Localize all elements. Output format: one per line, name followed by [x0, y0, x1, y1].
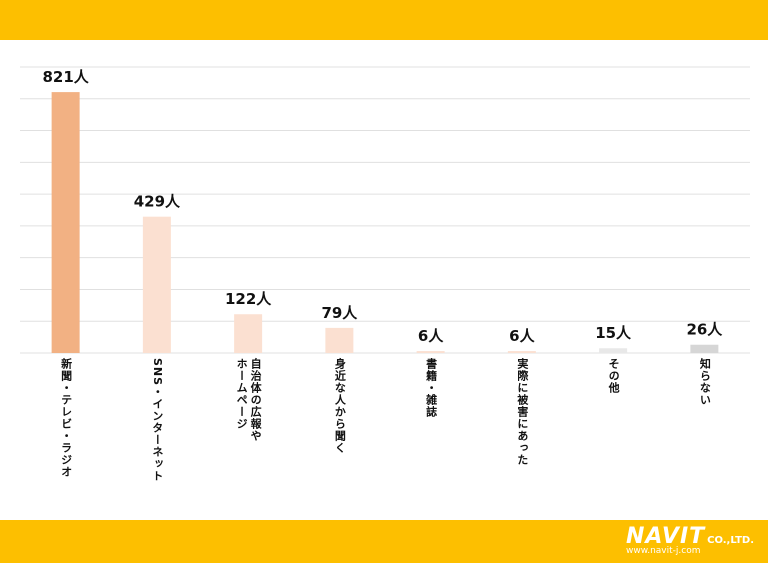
bar: [416, 351, 445, 353]
logo: NAVIT CO.,LTD. www.navit-j.com: [626, 524, 754, 556]
value-label: 122人: [225, 290, 272, 308]
bar: [142, 216, 171, 353]
footer-band: [0, 520, 768, 563]
x-tick-label: 自治体の広報や ホームページ: [235, 358, 263, 442]
value-label: 15人: [595, 324, 632, 342]
value-label: 26人: [686, 321, 723, 339]
header-band: [0, 0, 768, 40]
x-tick-label: 書籍・雑誌: [424, 358, 438, 418]
bar: [234, 314, 263, 353]
bar: [325, 327, 354, 353]
x-tick-label: 新聞・テレビ・ラジオ: [59, 358, 73, 478]
bar: [507, 351, 536, 353]
bar: [690, 344, 719, 353]
x-tick-label: 身近な人から聞く: [333, 358, 347, 454]
value-label: 6人: [509, 327, 535, 345]
value-label: 79人: [321, 304, 358, 322]
logo-suffix: CO.,LTD.: [707, 535, 754, 546]
x-tick-label: 知らない: [698, 358, 712, 406]
x-tick-label: その他: [607, 358, 621, 394]
value-label: 6人: [418, 327, 444, 345]
value-label: 429人: [134, 193, 181, 211]
bar: [51, 92, 80, 354]
bar: [599, 348, 628, 353]
logo-name: NAVIT: [625, 524, 706, 549]
x-tick-label: 実際に被害にあった: [515, 358, 529, 466]
value-label: 821人: [42, 68, 89, 86]
logo-url: www.navit-j.com: [625, 546, 701, 556]
x-tick-label: SNS・インターネット: [150, 358, 164, 483]
